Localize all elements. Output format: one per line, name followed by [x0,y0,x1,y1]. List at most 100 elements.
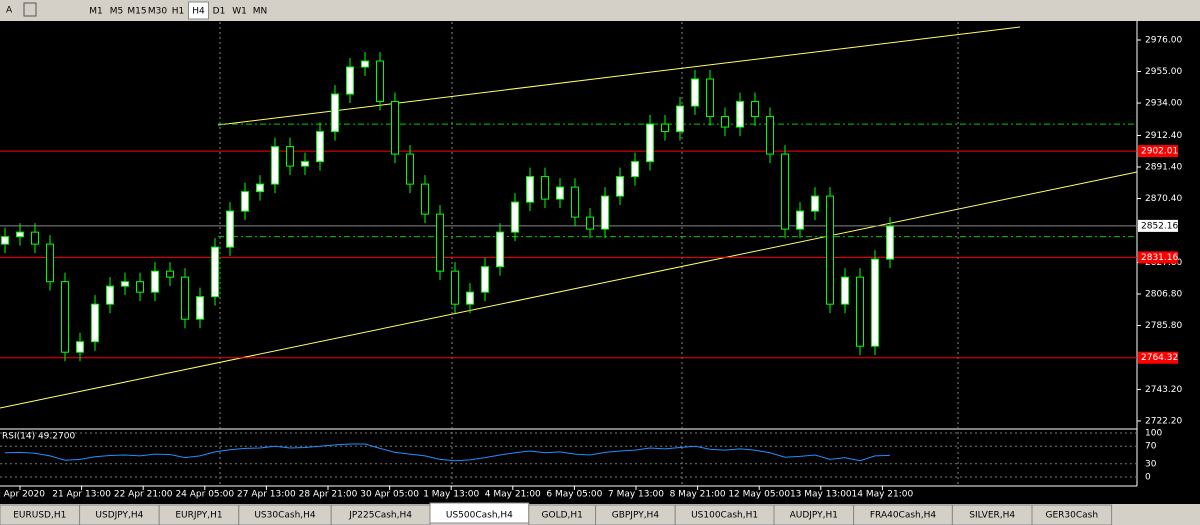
timeframe-label[interactable]: M5 [110,7,124,17]
x-tick-label: 0 Apr 2020 [0,490,45,500]
y-tick-label: 2806.80 [1145,289,1182,299]
y-tick-label: 2722.20 [1145,416,1182,426]
tab-label[interactable]: JP225Cash,H4 [348,511,412,521]
tab-label[interactable]: SILVER,H4 [969,511,1015,521]
toolbar [0,0,1200,21]
candle-body [661,123,669,133]
tab-label[interactable]: GOLD,H1 [542,511,583,521]
candle-body [616,176,624,197]
candle-body [856,276,864,347]
tab-label[interactable]: USDJPY,H4 [95,511,143,521]
tab-label[interactable]: GBPJPY,H4 [612,511,660,521]
timeframe-label[interactable]: D1 [213,7,226,17]
x-tick-label: 4 May 21:00 [485,490,541,500]
timeframe-button[interactable] [209,2,229,19]
rsi-tick-label: 30 [1145,459,1157,469]
candle-body [331,93,339,133]
tab-label[interactable]: FRA40Cash,H4 [870,511,936,521]
tab-label[interactable]: US100Cash,H1 [691,511,758,521]
tab-label[interactable]: GER30Cash [1046,511,1099,521]
candle-body [1,236,9,245]
candle-body [451,270,459,305]
x-tick-label: 12 May 05:00 [728,490,790,500]
tab-label[interactable]: US30Cash,H4 [254,511,316,521]
y-tick-label: 2891.40 [1145,162,1182,172]
x-tick-label: 27 Apr 13:00 [237,490,296,500]
candle-body [301,161,309,167]
candle-body [676,105,684,133]
level-tag [1138,145,1178,158]
y-tick-label: 2955.00 [1145,67,1182,77]
tool-icon[interactable] [23,2,37,17]
timeframe-label[interactable]: H4 [192,7,205,17]
timeframe-label[interactable]: M15 [127,7,146,17]
timeframe-label[interactable]: MN [253,7,268,17]
chart-tab[interactable] [1031,504,1113,525]
x-tick-label: 24 Apr 05:00 [175,490,234,500]
x-tick-label: 7 May 13:00 [608,490,664,500]
timeframe-label[interactable]: W1 [232,7,247,17]
chart-area [0,21,1200,504]
timeframe-button[interactable] [147,2,168,19]
timeframe-button[interactable] [229,2,250,19]
candle-body [76,341,84,353]
tab-label[interactable]: AUDJPY,H1 [790,511,838,521]
candle-body [691,78,699,107]
timeframe-label[interactable]: M30 [148,7,167,17]
x-tick-label: 1 May 13:00 [423,490,479,500]
candle-body [31,231,39,245]
timeframe-button[interactable] [127,2,147,19]
rsi-line [4,443,891,462]
candle-body [706,78,714,118]
tab-label[interactable]: US500Cash,H4 [446,511,513,521]
candle-body [556,186,564,200]
candle-body [106,285,114,305]
candle-body [481,266,489,293]
candle-body [571,186,579,218]
candle-body [541,176,549,200]
indicator-label: RSI(14) 49.2700 [2,432,75,442]
rsi-tick-label: 0 [1145,473,1151,483]
candle-body [406,153,414,185]
timeframe-button[interactable] [250,2,270,19]
rsi-tick-label: 100 [1145,429,1162,439]
candle-body [466,291,474,305]
candle-body [766,116,774,155]
y-tick-label: 2743.20 [1145,385,1182,395]
tool-icon[interactable]: A [6,6,13,16]
candle-body [346,66,354,95]
y-tick-label: 2912.40 [1145,131,1182,141]
level-tag [1138,351,1178,364]
y-tick-label: 2934.00 [1145,99,1182,109]
x-tick-label: 8 May 21:00 [670,490,726,500]
candle-body [196,296,204,320]
candle-body [166,270,174,278]
candle-body [241,191,249,212]
candle-body [151,270,159,293]
candle-body [811,195,819,212]
candle-body [886,225,894,260]
candle-body [226,210,234,248]
level-label: 2902.01 [1141,147,1178,157]
tab-label[interactable]: EURJPY,H1 [175,511,222,521]
trendline [0,171,1138,409]
timeframe-button[interactable] [106,2,127,19]
x-tick-label: 14 May 21:00 [852,490,914,500]
timeframe-button[interactable] [86,2,106,19]
candle-body [631,161,639,178]
timeframe-label[interactable]: M1 [89,7,103,17]
tab-label[interactable]: EURUSD,H1 [13,511,66,521]
candle-body [376,60,384,103]
timeframe-button[interactable] [168,2,188,19]
x-tick-label: 6 May 05:00 [546,490,602,500]
candle-body [721,116,729,128]
candle-body [826,195,834,305]
timeframe-button[interactable] [188,1,209,20]
x-tick-label: 30 Apr 05:00 [360,490,419,500]
y-tick-label: 2870.40 [1145,194,1182,204]
timeframe-label[interactable]: H1 [172,7,185,17]
candle-body [736,101,744,128]
candle-body [271,146,279,185]
